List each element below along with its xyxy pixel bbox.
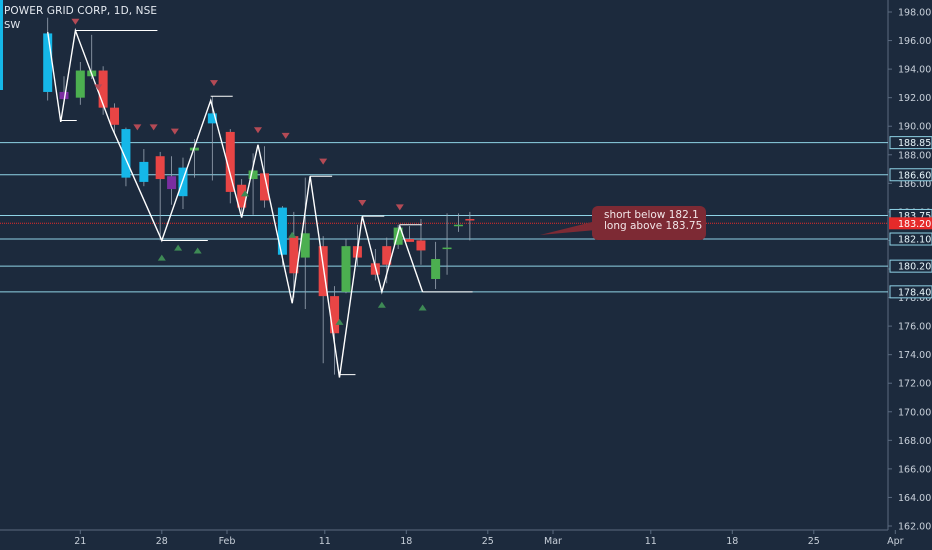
level-label-box <box>889 136 932 150</box>
candle-body <box>248 170 258 180</box>
candle-body <box>75 70 85 98</box>
y-tick-label: 170.00 <box>898 407 931 418</box>
candle-body <box>442 247 452 250</box>
triangle-up-marker <box>288 231 297 238</box>
y-tick-label: 164.00 <box>898 493 931 504</box>
y-tick-label: 166.00 <box>898 464 931 475</box>
candle-body <box>43 33 53 92</box>
last-price-label: 183.20 <box>898 219 931 230</box>
x-tick-label: Mar <box>544 536 562 547</box>
left-edge-candle <box>0 0 3 90</box>
candle-body <box>330 296 340 334</box>
y-tick-label: 192.00 <box>898 93 931 104</box>
candle-body <box>110 107 120 125</box>
candle-body <box>139 161 149 182</box>
level-label: 182.10 <box>898 235 931 246</box>
candle-body <box>465 219 475 221</box>
triangle-up-marker <box>418 304 427 311</box>
candle-body <box>405 239 415 242</box>
triangle-down-marker <box>253 127 262 134</box>
x-tick-label: Apr <box>887 536 904 547</box>
y-tick-label: 194.00 <box>898 65 931 76</box>
candle-body <box>277 207 287 255</box>
y-tick-label: 172.00 <box>898 379 931 390</box>
chart-title: POWER GRID CORP, 1D, NSE <box>4 5 158 17</box>
level-label-box <box>889 168 932 182</box>
y-tick-label: 188.00 <box>898 150 931 161</box>
triangle-up-marker <box>335 318 344 325</box>
triangle-down-marker <box>319 158 328 165</box>
y-tick-label: 176.00 <box>898 322 931 333</box>
triangle-down-marker <box>71 18 80 25</box>
triangle-down-marker <box>94 84 103 91</box>
candle-body <box>300 233 310 258</box>
candle-body <box>341 246 351 292</box>
candle-body <box>98 70 108 108</box>
candle-body <box>207 113 217 124</box>
x-tick-label: 18 <box>726 536 738 547</box>
annotation-line-1: short below 182.1 <box>604 209 699 221</box>
x-tick-label: 25 <box>808 536 820 547</box>
y-tick-label: 190.00 <box>898 122 931 133</box>
triangle-down-marker <box>149 124 158 131</box>
candle-body <box>225 131 235 192</box>
triangle-down-marker <box>395 204 404 211</box>
y-tick-label: 186.00 <box>898 179 931 190</box>
level-label: 186.60 <box>898 170 931 181</box>
annotation-callout: short below 182.1 long above 183.75 <box>592 206 706 240</box>
candle-body <box>382 246 392 265</box>
triangle-up-marker <box>377 301 386 308</box>
triangle-up-marker <box>240 190 249 197</box>
candle-body <box>318 246 328 297</box>
level-label-box <box>889 285 932 299</box>
x-tick-label: 18 <box>400 536 412 547</box>
zigzag-line <box>47 27 424 378</box>
candle-body <box>59 91 69 100</box>
level-label: 178.40 <box>898 287 931 298</box>
candle-body <box>167 176 177 190</box>
x-tick-label: 28 <box>156 536 168 547</box>
y-tick-label: 162.00 <box>898 522 931 533</box>
candle-body <box>289 236 299 274</box>
triangle-down-marker <box>358 200 367 207</box>
indicator-label: SW <box>4 20 21 31</box>
x-tick-label: Feb <box>219 536 236 547</box>
last-price-box <box>889 217 932 230</box>
y-tick-label: 174.00 <box>898 350 931 361</box>
level-label-box <box>889 232 932 246</box>
candle-body <box>155 156 165 180</box>
candle-body <box>393 227 403 245</box>
x-tick-label: 25 <box>482 536 494 547</box>
candle-body <box>259 173 269 201</box>
y-tick-label: 198.00 <box>898 8 931 19</box>
level-label: 188.85 <box>898 138 931 149</box>
triangle-down-marker <box>281 132 290 139</box>
y-tick-label: 196.00 <box>898 36 931 47</box>
candle-body <box>416 240 426 251</box>
level-label-box <box>889 259 932 273</box>
annotation-pointer <box>540 221 596 235</box>
y-tick-label: 178.00 <box>898 293 931 304</box>
triangle-up-marker <box>157 254 166 261</box>
candle-body <box>453 224 463 227</box>
x-tick-label: 21 <box>74 536 86 547</box>
triangle-up-marker <box>174 244 183 251</box>
x-tick-label: 11 <box>319 536 331 547</box>
triangle-down-marker <box>170 128 179 135</box>
triangle-down-marker <box>209 80 218 87</box>
x-tick-label: 11 <box>645 536 657 547</box>
triangle-up-marker <box>193 247 202 254</box>
level-label: 183.75 <box>898 211 931 222</box>
candle-body <box>431 259 441 279</box>
annotation-line-2: long above 183.75 <box>604 220 703 232</box>
level-label: 180.20 <box>898 262 931 273</box>
triangle-down-marker <box>133 124 142 131</box>
candle-body <box>121 129 131 178</box>
y-tick-label: 168.00 <box>898 436 931 447</box>
